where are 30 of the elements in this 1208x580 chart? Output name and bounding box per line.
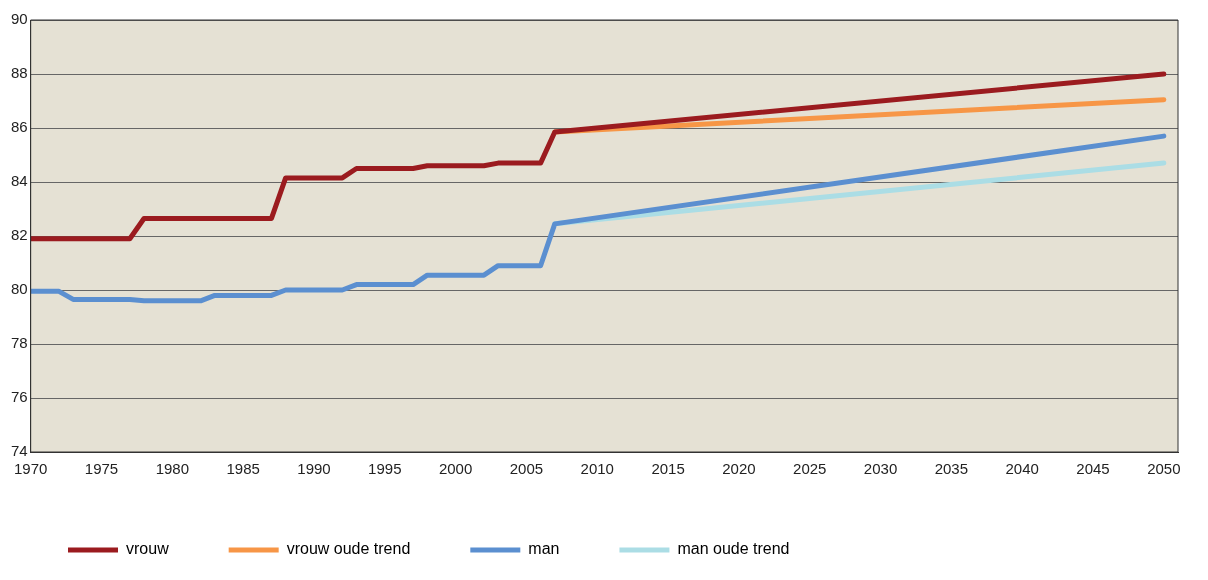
y-tick-label: 84: [11, 172, 28, 190]
y-tick-label: 90: [11, 10, 28, 28]
x-tick-label: 2015: [651, 460, 685, 478]
y-tick-label: 76: [11, 388, 28, 406]
x-tick-label: 2010: [580, 460, 614, 478]
legend-label: man: [528, 540, 560, 558]
x-tick-label: 1985: [226, 460, 260, 478]
x-tick-label: 2025: [793, 460, 827, 478]
x-tick-label: 1970: [14, 460, 48, 478]
x-tick-label: 1975: [84, 460, 119, 478]
x-tick-label: 2000: [438, 460, 473, 478]
x-tick-label: 2035: [934, 460, 969, 478]
y-tick-label: 74: [11, 442, 28, 460]
x-tick-label: 2030: [863, 460, 898, 478]
x-tick-label: 2045: [1076, 460, 1110, 478]
y-tick-label: 82: [11, 226, 28, 244]
y-tick-label: 86: [11, 118, 28, 136]
x-tick-label: 2020: [722, 460, 756, 478]
legend-label: man oude trend: [677, 540, 790, 558]
x-tick-label: 2005: [509, 460, 544, 478]
x-tick-label: 1990: [297, 460, 331, 478]
x-tick-label: 2050: [1147, 460, 1181, 478]
x-tick-label: 1995: [368, 460, 402, 478]
legend-label: vrouw oude trend: [286, 540, 411, 558]
legend-label: vrouw: [126, 540, 170, 558]
y-tick-label: 80: [11, 280, 28, 298]
y-tick-label: 78: [11, 334, 28, 352]
y-tick-label: 88: [11, 64, 28, 82]
x-tick-label: 1980: [155, 460, 190, 478]
x-tick-label: 2040: [1005, 460, 1039, 478]
